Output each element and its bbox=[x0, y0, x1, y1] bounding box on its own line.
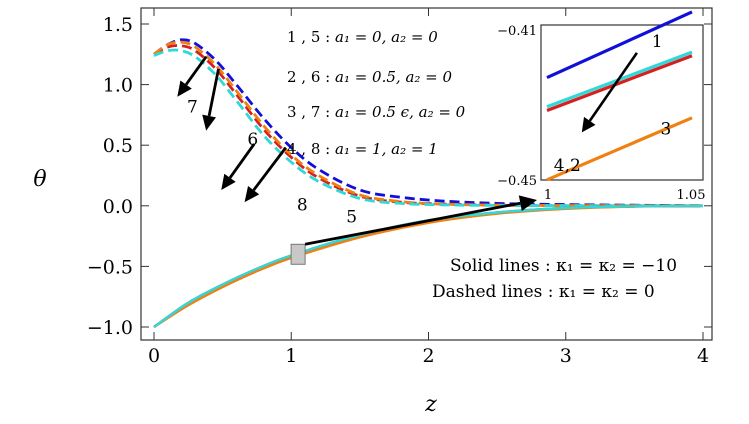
x-tick-label: 3 bbox=[560, 345, 572, 367]
legend-entry-3: 3 , 7 : a₁ = 0.5 ϵ, a₂ = 0 bbox=[287, 103, 466, 121]
inset-label-1: 1 bbox=[652, 32, 663, 52]
axis-ticks bbox=[141, 8, 712, 340]
legend-entry-1: 1 , 5 : a₁ = 0, a₂ = 0 bbox=[287, 28, 438, 46]
note-dashed-lines: Dashed lines : κ₁ = κ₂ = 0 bbox=[432, 282, 655, 302]
curve-label-6: 6 bbox=[247, 130, 258, 150]
arrow-5-head bbox=[244, 185, 260, 203]
x-tick-label: 2 bbox=[422, 345, 434, 367]
zoom-arrow bbox=[304, 201, 521, 246]
legend-params-4: a₁ = 1, a₂ = 1 bbox=[335, 140, 438, 158]
inset-pointer-shaft bbox=[588, 52, 638, 122]
inset-arrow bbox=[581, 52, 638, 133]
x-axis-title: z bbox=[424, 392, 437, 417]
inset-y-tick-label: −0.45 bbox=[497, 174, 537, 189]
legend-params-3: a₁ = 0.5 ϵ, a₂ = 0 bbox=[335, 103, 466, 121]
inset-x-tick-label: 1 bbox=[544, 188, 552, 203]
y-tick-label: −1.0 bbox=[87, 317, 133, 339]
y-axis-title: θ bbox=[33, 167, 46, 192]
inset-y-tick-label: −0.41 bbox=[497, 24, 537, 39]
inset: 1 1.05−0.45−0.41 14,23 bbox=[497, 10, 705, 203]
inset-x-tick-label: 1.05 bbox=[677, 188, 706, 203]
arrow-8-shaft bbox=[228, 143, 256, 179]
inset-labels: 14,23 bbox=[554, 32, 672, 176]
inset-label-4,2: 4,2 bbox=[554, 156, 581, 176]
main-curve-labels: 7 6 8 5 bbox=[187, 97, 357, 227]
curve-label-8: 8 bbox=[297, 196, 308, 216]
y-tick-label: 1.0 bbox=[103, 75, 133, 97]
arrow-6-shaft bbox=[207, 68, 220, 117]
inset-curve-3 bbox=[546, 116, 693, 182]
arrow-6-head bbox=[202, 114, 216, 131]
zoom-arrowhead bbox=[518, 195, 537, 212]
x-tick-label: 4 bbox=[697, 345, 709, 367]
note-solid-lines: Solid lines : κ₁ = κ₂ = −10 bbox=[450, 256, 677, 276]
curve-8 bbox=[153, 48, 703, 208]
legend-params-1: a₁ = 0, a₂ = 0 bbox=[335, 28, 438, 46]
arrow-7-head bbox=[177, 80, 192, 97]
arrow-5-shaft bbox=[252, 146, 287, 192]
legend-entry-2: 2 , 6 : a₁ = 0.5, a₂ = 0 bbox=[287, 68, 453, 86]
curve-label-5: 5 bbox=[346, 208, 357, 228]
y-tick-label: 0.0 bbox=[103, 196, 133, 218]
y-tick-label: 1.5 bbox=[103, 14, 133, 36]
main-arrows bbox=[177, 55, 287, 203]
y-tick-label: 0.5 bbox=[103, 135, 133, 157]
arrow-7-shaft bbox=[184, 55, 208, 86]
inset-ticks: 1 1.05 −0.45 −0.41 bbox=[497, 24, 705, 203]
y-tick-label: −0.5 bbox=[87, 256, 133, 278]
zoom-marker bbox=[290, 243, 306, 265]
legend-params-2: a₁ = 0.5, a₂ = 0 bbox=[335, 68, 453, 86]
x-tick-label: 1 bbox=[285, 345, 297, 367]
tick-labels: 0 1 2 3 4 −1.0 −0.5 0.0 0.5 1.0 1.5 bbox=[87, 14, 709, 367]
arrow-8-head bbox=[221, 173, 236, 191]
x-tick-label: 0 bbox=[148, 345, 160, 367]
legend-entry-4: 4 , 8 : a₁ = 1, a₂ = 1 bbox=[287, 140, 438, 158]
legend: 1 , 5 : a₁ = 0, a₂ = 0 2 , 6 : a₁ = 0.5,… bbox=[287, 28, 466, 158]
curve-label-7: 7 bbox=[187, 97, 198, 117]
inset-label-3: 3 bbox=[660, 120, 671, 140]
inset-curve-1 bbox=[546, 10, 693, 80]
plot-frame bbox=[140, 7, 713, 341]
inset-curve-2 bbox=[546, 54, 693, 112]
inset-pointer-head bbox=[581, 116, 596, 133]
